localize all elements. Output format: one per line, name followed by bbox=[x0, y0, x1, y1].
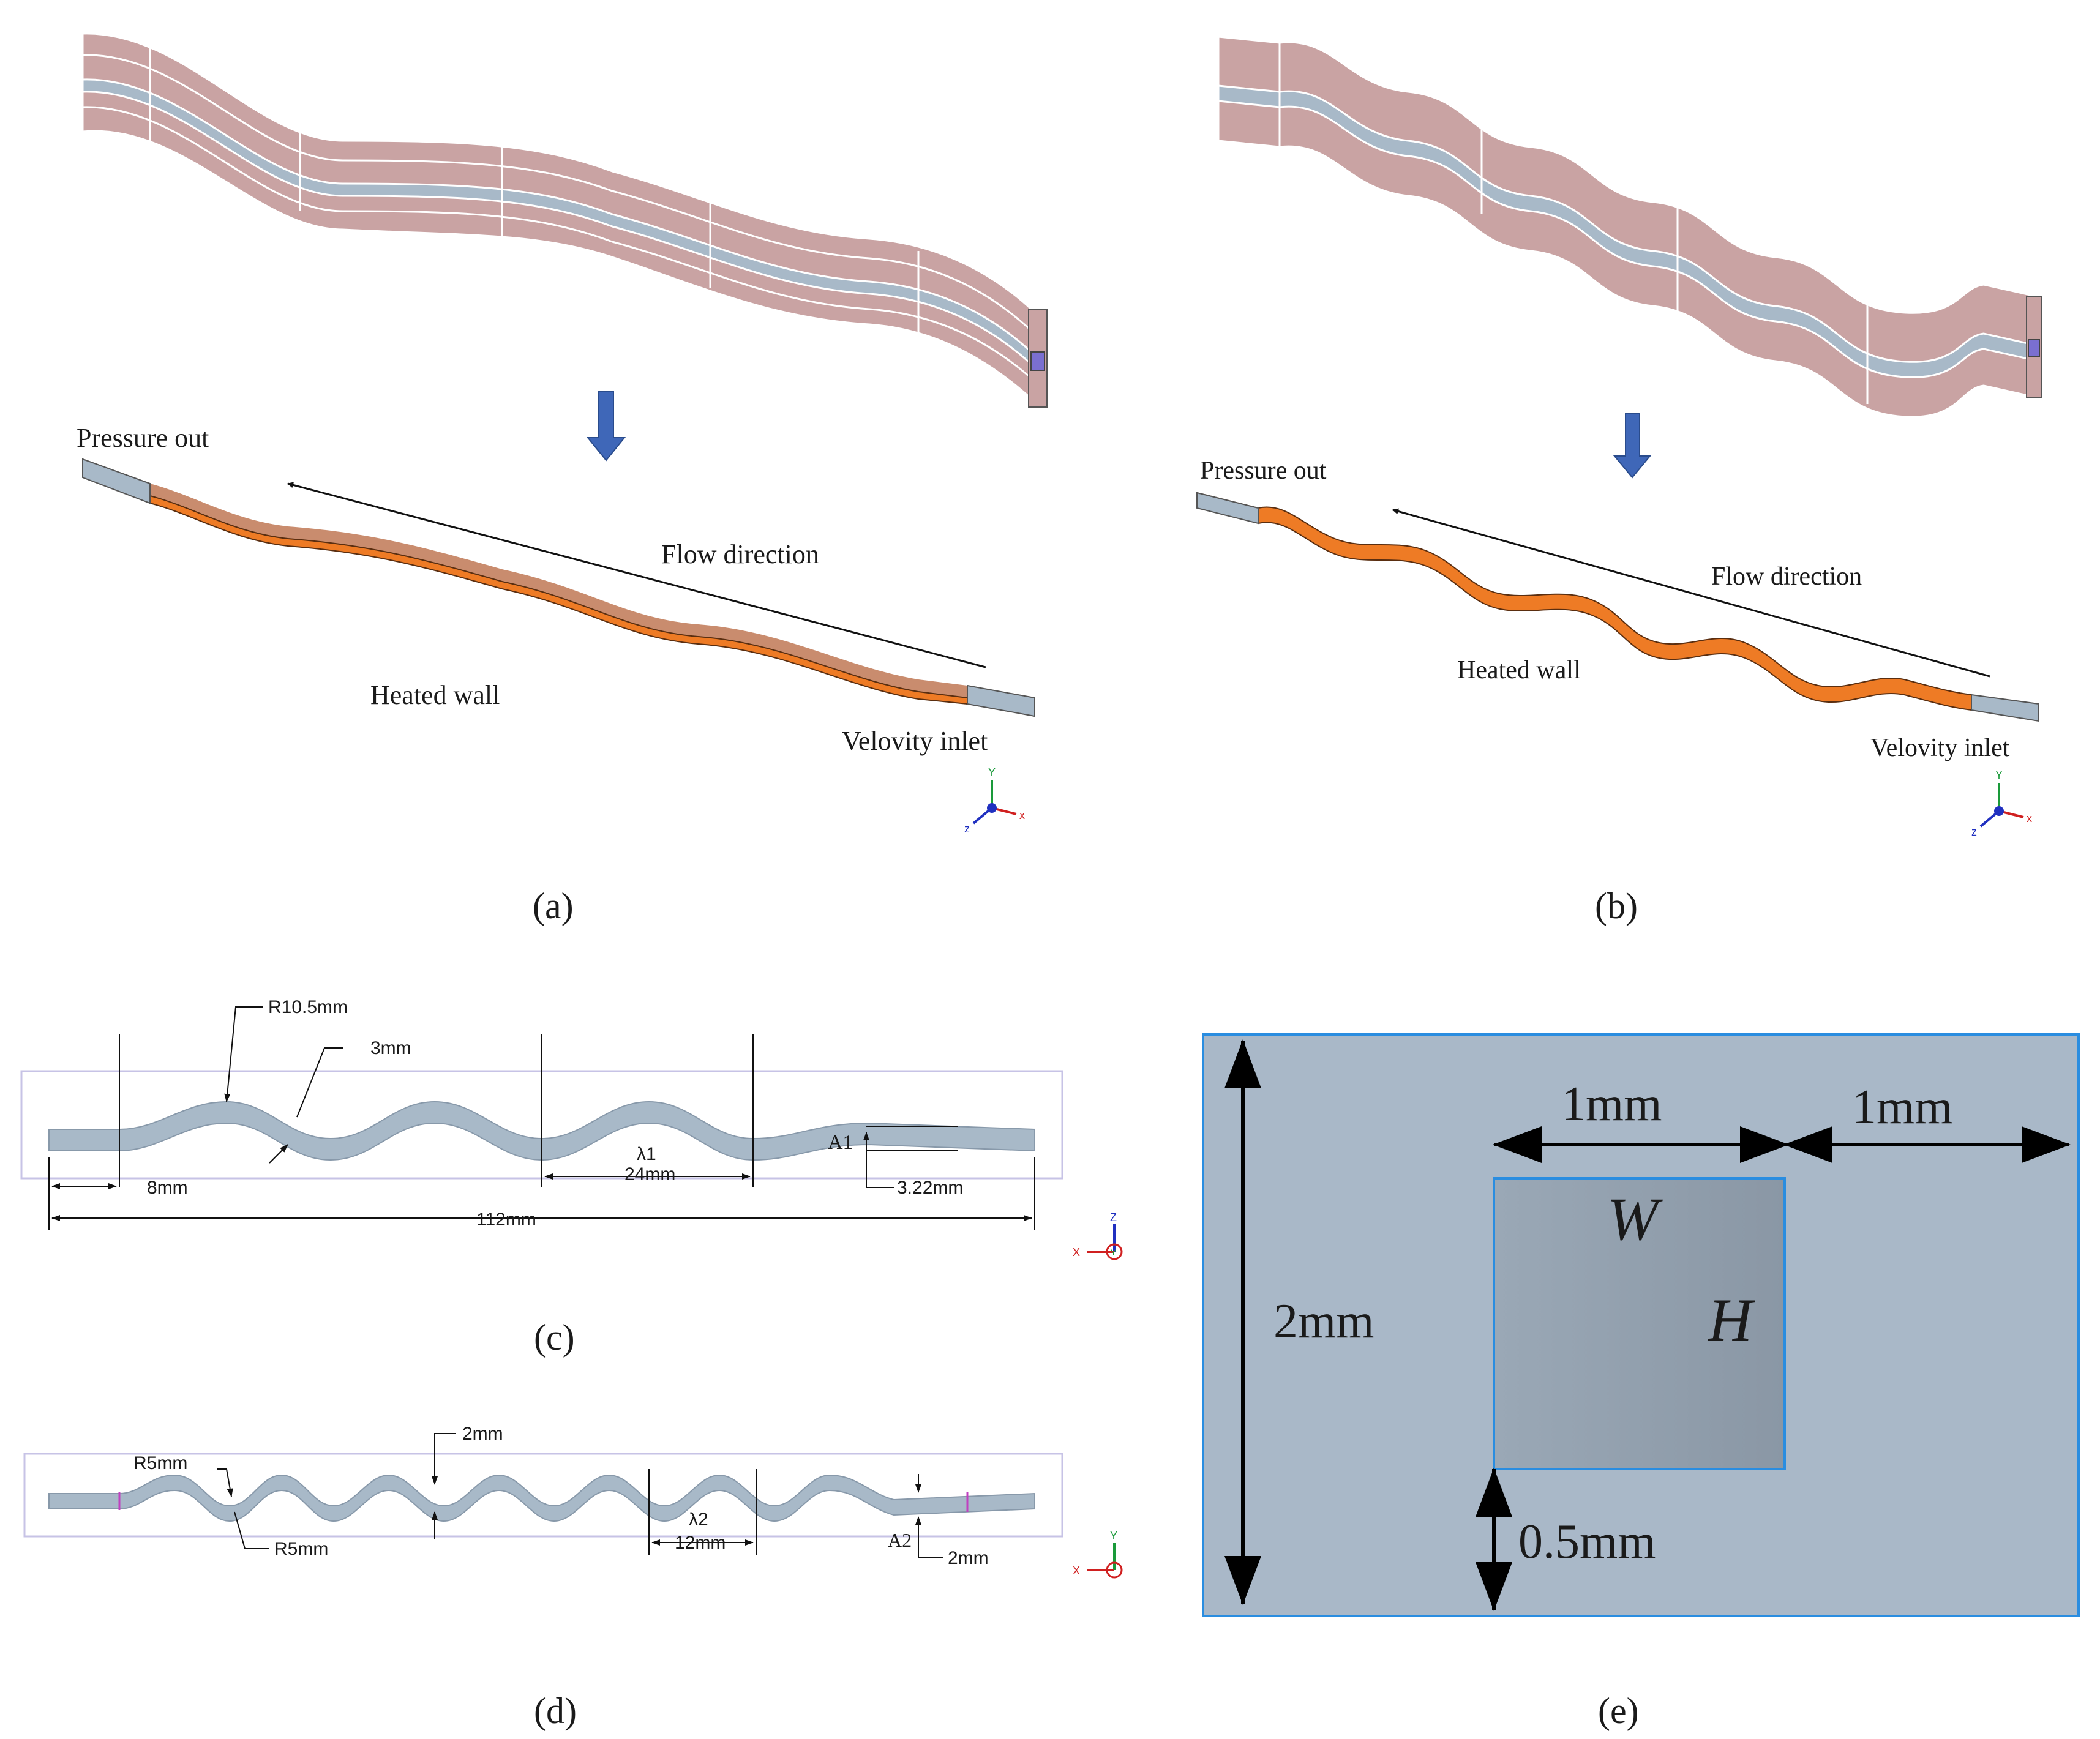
wavelength-label: 24mm bbox=[624, 1164, 675, 1184]
down-arrow-icon bbox=[1613, 413, 1652, 479]
svg-text:z: z bbox=[964, 823, 970, 835]
heated-wall-label: Heated wall bbox=[370, 680, 500, 710]
flow-direction-arrow bbox=[1392, 508, 1990, 678]
inlet-length-label: 8mm bbox=[147, 1178, 188, 1198]
radius-label: R10.5mm bbox=[268, 997, 348, 1017]
amplitude-symbol: A1 bbox=[828, 1131, 853, 1154]
thickness-label: 3mm bbox=[370, 1038, 411, 1058]
panel-d-axis-triad: Y X bbox=[1073, 1530, 1123, 1579]
amplitude-label: 2mm bbox=[948, 1548, 989, 1568]
thickness-label: 2mm bbox=[462, 1424, 503, 1444]
radius-bottom-label: R5mm bbox=[274, 1539, 328, 1559]
svg-text:X: X bbox=[1073, 1565, 1080, 1577]
panel-c-axis-triad: Z X Y bbox=[1073, 1211, 1123, 1260]
caption-a: (a) bbox=[533, 886, 574, 926]
panel-a-wavy-channel-model bbox=[81, 32, 1048, 410]
side-dimension-label: 1mm bbox=[1852, 1080, 1952, 1134]
height-symbol: H bbox=[1707, 1286, 1755, 1354]
svg-text:Z: Z bbox=[1110, 1211, 1117, 1224]
panel-a-heated-channel bbox=[82, 458, 1035, 717]
panel-b: Pressure out Flow direction Heated wall … bbox=[1196, 36, 2042, 926]
svg-text:z: z bbox=[1971, 826, 1977, 838]
svg-text:x: x bbox=[1019, 809, 1025, 821]
radius-top-label: R5mm bbox=[133, 1453, 187, 1473]
caption-e: (e) bbox=[1598, 1691, 1639, 1731]
svg-text:Y: Y bbox=[1110, 1530, 1117, 1542]
caption-b: (b) bbox=[1595, 886, 1638, 926]
flow-direction-arrow bbox=[287, 482, 986, 668]
wavelength-label: 12mm bbox=[675, 1533, 726, 1553]
panel-a: Pressure out Flow direction Heated wall … bbox=[77, 32, 1048, 926]
svg-text:Y: Y bbox=[1995, 769, 2003, 781]
velocity-inlet-label: Velovity inlet bbox=[842, 726, 988, 756]
heated-wall-label: Heated wall bbox=[1457, 656, 1581, 684]
amplitude-symbol: A2 bbox=[888, 1529, 912, 1551]
panel-e: 1mm 1mm 2mm 0.5mm W H (e) bbox=[1202, 1033, 2080, 1731]
pressure-out-label: Pressure out bbox=[1200, 457, 1327, 485]
panel-c: R10.5mm 3mm λ1 24mm A1 3.22mm 8mm 112mm … bbox=[20, 997, 1123, 1358]
amplitude-label: 3.22mm bbox=[897, 1178, 963, 1198]
panel-b-heated-channel bbox=[1196, 492, 2039, 722]
svg-text:X: X bbox=[1073, 1246, 1080, 1258]
flow-direction-label: Flow direction bbox=[661, 539, 819, 569]
svg-text:Y: Y bbox=[1111, 1247, 1117, 1257]
pressure-out-label: Pressure out bbox=[77, 423, 209, 453]
panel-c-wavy-channel bbox=[48, 1101, 1035, 1161]
total-length-label: 112mm bbox=[476, 1210, 536, 1230]
caption-c: (c) bbox=[534, 1317, 575, 1358]
inner-channel-cross-section bbox=[1493, 1177, 1786, 1470]
velocity-inlet-label: Velovity inlet bbox=[1870, 734, 2010, 762]
down-arrow-icon bbox=[586, 391, 626, 462]
bottom-dimension-label: 0.5mm bbox=[1518, 1515, 1656, 1569]
panel-d: R5mm R5mm 2mm λ2 12mm A2 2mm Y X (d) bbox=[23, 1424, 1123, 1731]
svg-text:Y: Y bbox=[988, 766, 996, 779]
panel-b-axis-triad: Y x z bbox=[1971, 769, 2032, 838]
panel-b-wavy-channel-model bbox=[1217, 36, 2042, 418]
svg-text:x: x bbox=[2027, 812, 2032, 825]
lambda-label: λ1 bbox=[637, 1144, 656, 1164]
lambda-label: λ2 bbox=[689, 1509, 708, 1530]
panel-a-axis-triad: Y x z bbox=[964, 766, 1025, 835]
caption-d: (d) bbox=[534, 1691, 577, 1731]
flow-direction-label: Flow direction bbox=[1711, 563, 1862, 591]
height-dimension-label: 2mm bbox=[1273, 1295, 1374, 1348]
width-symbol: W bbox=[1607, 1185, 1663, 1253]
width-dimension-label: 1mm bbox=[1561, 1077, 1662, 1131]
panel-d-wavy-channel bbox=[48, 1474, 1035, 1522]
panel-d-bounding-box bbox=[23, 1453, 1063, 1538]
